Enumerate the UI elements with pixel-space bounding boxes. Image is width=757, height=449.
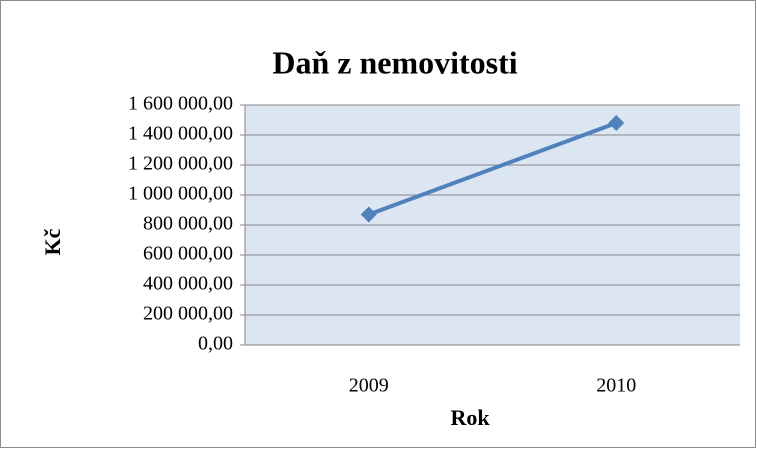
y-tick-label: 1 200 000,00 bbox=[128, 153, 233, 175]
y-tick-label: 600 000,00 bbox=[143, 243, 233, 265]
data-point bbox=[608, 115, 625, 131]
y-tick-label: 1 400 000,00 bbox=[128, 123, 233, 145]
y-tick-label: 800 000,00 bbox=[143, 213, 233, 235]
data-line bbox=[368, 121, 617, 217]
y-tick-label: 1 600 000,00 bbox=[128, 93, 233, 115]
y-axis-label: Kč bbox=[40, 228, 65, 255]
y-tick-label: 200 000,00 bbox=[143, 303, 233, 325]
x-axis-label: Rok bbox=[450, 405, 490, 430]
y-tick-label: 0,00 bbox=[198, 333, 233, 355]
x-tick-label: 2010 bbox=[596, 375, 636, 397]
data-point bbox=[360, 206, 377, 223]
y-tick-label: 1 000 000,00 bbox=[128, 183, 233, 205]
x-tick-label: 2009 bbox=[349, 375, 389, 397]
chart-title: Daň z nemovitosti bbox=[272, 44, 517, 80]
y-tick-label: 400 000,00 bbox=[143, 273, 233, 295]
